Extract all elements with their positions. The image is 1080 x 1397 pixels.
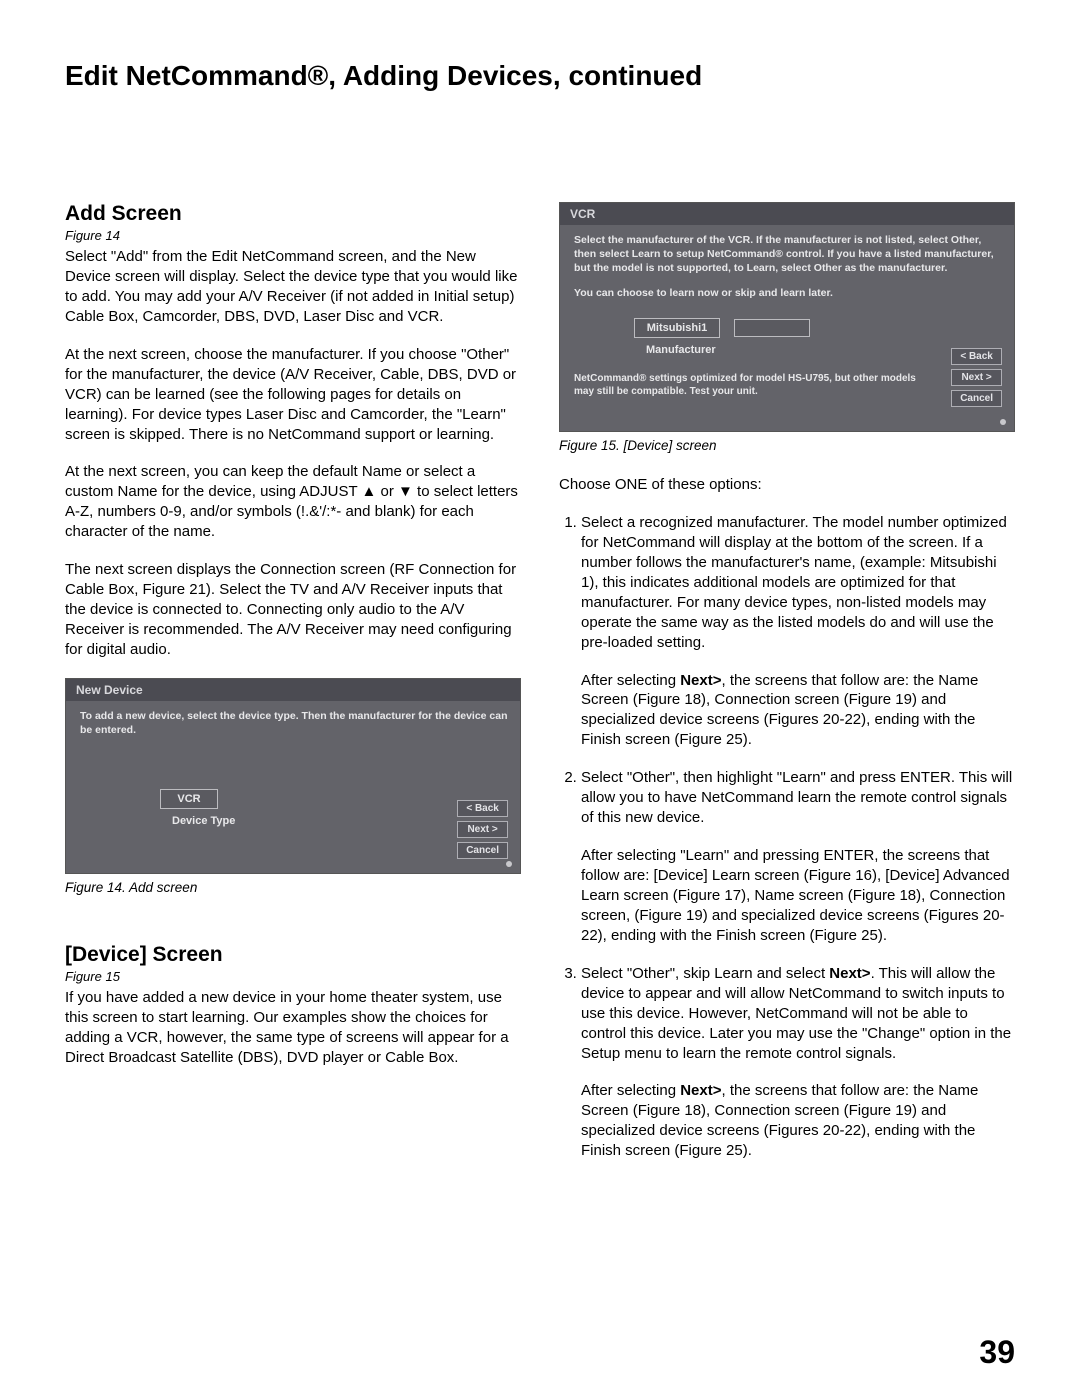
option-1-followup: After selecting Next>, the screens that … <box>581 671 1015 751</box>
choose-one-intro: Choose ONE of these options: <box>559 475 1015 495</box>
figure-15-panel: VCR Select the manufacturer of the VCR. … <box>559 202 1015 432</box>
vcr-instructions: Select the manufacturer of the VCR. If t… <box>574 233 1002 276</box>
back-button[interactable]: < Back <box>457 800 508 817</box>
figure-15-ref: Figure 15 <box>65 969 521 984</box>
figure-14-ref: Figure 14 <box>65 228 521 243</box>
left-column: Add Screen Figure 14 Select "Add" from t… <box>65 202 521 1179</box>
page-number: 39 <box>979 1334 1015 1371</box>
add-screen-para-2: At the next screen, choose the manufactu… <box>65 345 521 445</box>
back-button[interactable]: < Back <box>951 348 1002 365</box>
figure-14-caption: Figure 14. Add screen <box>65 880 521 895</box>
next-bold: Next> <box>680 672 721 689</box>
option-2-followup: After selecting "Learn" and pressing ENT… <box>581 846 1015 946</box>
add-screen-heading: Add Screen <box>65 202 521 226</box>
option-2: Select "Other", then highlight "Learn" a… <box>581 768 1015 946</box>
cancel-button[interactable]: Cancel <box>457 842 508 859</box>
next-bold: Next> <box>829 965 870 982</box>
option-2-text: Select "Other", then highlight "Learn" a… <box>581 769 1012 826</box>
manufacturer-label: Manufacturer <box>646 344 1002 356</box>
option-1b-pre: After selecting <box>581 672 680 689</box>
new-device-titlebar: New Device <box>66 679 520 701</box>
vcr-footnote: NetCommand® settings optimized for model… <box>574 372 1002 398</box>
option-1-text: Select a recognized manufacturer. The mo… <box>581 514 1007 651</box>
manufacturer-value[interactable]: Mitsubishi1 <box>634 318 720 338</box>
add-screen-para-4: The next screen displays the Connection … <box>65 560 521 660</box>
figure-14-panel: New Device To add a new device, select t… <box>65 678 521 874</box>
option-3: Select "Other", skip Learn and select Ne… <box>581 964 1015 1161</box>
help-dot-icon <box>1000 419 1006 425</box>
next-bold: Next> <box>680 1082 721 1099</box>
device-screen-para: If you have added a new device in your h… <box>65 988 521 1068</box>
next-button[interactable]: Next > <box>457 821 508 838</box>
device-screen-heading: [Device] Screen <box>65 943 521 967</box>
vcr-instructions-2: You can choose to learn now or skip and … <box>574 286 1002 300</box>
next-button[interactable]: Next > <box>951 369 1002 386</box>
right-column: VCR Select the manufacturer of the VCR. … <box>559 202 1015 1179</box>
options-list: Select a recognized manufacturer. The mo… <box>559 513 1015 1161</box>
option-3b-pre: After selecting <box>581 1082 680 1099</box>
option-3-pre: Select "Other", skip Learn and select <box>581 965 829 982</box>
device-type-value[interactable]: VCR <box>160 789 218 809</box>
option-3-followup: After selecting Next>, the screens that … <box>581 1081 1015 1161</box>
option-1: Select a recognized manufacturer. The mo… <box>581 513 1015 750</box>
page-title: Edit NetCommand®, Adding Devices, contin… <box>65 60 1015 92</box>
add-screen-para-1: Select "Add" from the Edit NetCommand sc… <box>65 247 521 327</box>
add-screen-para-3: At the next screen, you can keep the def… <box>65 462 521 542</box>
vcr-titlebar: VCR <box>560 203 1014 225</box>
figure-15-caption: Figure 15. [Device] screen <box>559 438 1015 453</box>
new-device-instructions: To add a new device, select the device t… <box>80 709 508 737</box>
help-dot-icon <box>506 861 512 867</box>
manufacturer-secondary-field[interactable] <box>734 319 810 337</box>
cancel-button[interactable]: Cancel <box>951 390 1002 407</box>
